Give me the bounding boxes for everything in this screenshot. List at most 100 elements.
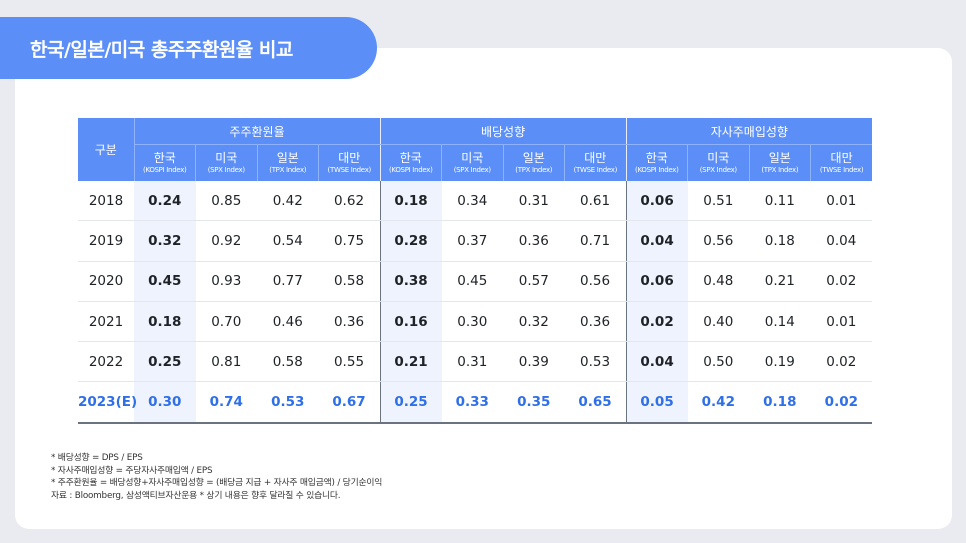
value-cell: 0.57 — [503, 261, 565, 302]
value-cell: 0.77 — [257, 261, 319, 302]
market-index-name: (TPX Index) — [515, 166, 553, 174]
value-cell: 0.93 — [195, 261, 257, 302]
market-header: 미국 (SPX Index) — [195, 144, 258, 181]
value-cell: 0.61 — [564, 181, 627, 222]
value-cell: 0.74 — [195, 381, 257, 424]
value-cell: 0.81 — [195, 341, 257, 383]
value-cell: 0.30 — [441, 301, 504, 343]
value-cell: 0.31 — [441, 341, 504, 383]
value-cell: 0.58 — [257, 341, 319, 383]
year-cell: 2023(E) — [78, 381, 137, 424]
market-header: 일본 (TPX Index) — [503, 144, 566, 181]
market-index-name: (TPX Index) — [269, 166, 307, 174]
value-cell: 0.36 — [318, 301, 381, 343]
value-cell: 0.38 — [380, 261, 442, 302]
market-name: 미국 — [461, 151, 484, 165]
market-name: 대만 — [584, 151, 607, 165]
table-row: 2023(E) 0.30 0.74 0.53 0.67 0.25 0.33 0.35 0.65 0… — [78, 381, 873, 424]
market-index-name: (TWSE Index) — [573, 166, 618, 174]
value-cell: 0.21 — [749, 261, 811, 302]
value-cell: 0.42 — [687, 381, 750, 424]
market-header: 대만 (TWSE Index) — [564, 144, 627, 181]
title-banner: 한국/일본/미국 총주주환원율 비교 — [0, 17, 377, 79]
value-cell: 0.46 — [257, 301, 319, 343]
year-cell: 2019 — [78, 220, 134, 262]
value-cell: 0.18 — [134, 301, 196, 343]
market-index-name: (KOSPI Index) — [635, 166, 679, 174]
value-cell: 0.65 — [564, 381, 627, 424]
value-cell: 0.14 — [749, 301, 811, 343]
value-cell: 0.62 — [318, 181, 381, 222]
value-cell: 0.30 — [134, 381, 196, 424]
value-cell: 0.19 — [749, 341, 811, 383]
value-cell: 0.42 — [257, 181, 319, 222]
value-cell: 0.02 — [626, 301, 688, 343]
value-cell: 0.16 — [380, 301, 442, 343]
market-header: 한국 (KOSPI Index) — [626, 144, 689, 181]
market-header: 일본 (TPX Index) — [749, 144, 812, 181]
market-index-name: (SPX Index) — [699, 166, 737, 174]
market-index-name: (SPX Index) — [207, 166, 245, 174]
value-cell: 0.01 — [810, 181, 873, 222]
value-cell: 0.35 — [503, 381, 565, 424]
value-cell: 0.05 — [626, 381, 688, 424]
market-header-row: 한국 (KOSPI Index) 미국 (SPX Index) 일본 (TPX Index… — [78, 144, 873, 181]
value-cell: 0.36 — [503, 220, 565, 262]
value-cell: 0.70 — [195, 301, 257, 343]
value-cell: 0.02 — [810, 261, 873, 302]
market-name: 한국 — [399, 151, 422, 165]
value-cell: 0.06 — [626, 261, 688, 302]
value-cell: 0.33 — [441, 381, 504, 424]
value-cell: 0.37 — [441, 220, 504, 262]
value-cell: 0.55 — [318, 341, 381, 383]
value-cell: 0.34 — [441, 181, 504, 222]
market-header: 대만 (TWSE Index) — [318, 144, 381, 181]
value-cell: 0.18 — [749, 220, 811, 262]
market-header: 미국 (SPX Index) — [441, 144, 504, 181]
value-cell: 0.71 — [564, 220, 627, 262]
table-row: 2022 0.25 0.81 0.58 0.55 0.21 0.31 0.39 0.53 0.04… — [78, 341, 873, 383]
market-header: 일본 (TPX Index) — [257, 144, 319, 181]
group-header-buyback-ratio: 자사주매입성향 — [626, 118, 873, 145]
value-cell: 0.31 — [503, 181, 565, 222]
value-cell: 0.32 — [503, 301, 565, 343]
table-row: 2020 0.45 0.93 0.77 0.58 0.38 0.45 0.57 0.56 0.06… — [78, 261, 873, 302]
market-name: 한국 — [645, 151, 668, 165]
value-cell: 0.92 — [195, 220, 257, 262]
market-index-name: (TWSE Index) — [327, 166, 372, 174]
market-name: 일본 — [276, 151, 299, 165]
shareholder-return-table: 구분 주주환원율 배당성향 자사주매입성향 한국 (KOSPI Index) 미국(… — [78, 118, 873, 424]
market-index-name: (KOSPI Index) — [142, 166, 187, 174]
footnote: * 주주환원율 = 배당성향+자사주매입성향 = (배당금 지급 + 자사주 매… — [51, 478, 383, 488]
value-cell: 0.36 — [564, 301, 627, 343]
value-cell: 0.18 — [380, 181, 442, 222]
market-index-name: (TPX Index) — [761, 166, 799, 174]
market-header: 한국 (KOSPI Index) — [134, 144, 196, 181]
value-cell: 0.48 — [687, 261, 750, 302]
value-cell: 0.25 — [134, 341, 196, 383]
table-row: 2019 0.32 0.92 0.54 0.75 0.28 0.37 0.36 0.71 0.04… — [78, 220, 873, 262]
market-name: 미국 — [707, 151, 730, 165]
value-cell: 0.04 — [626, 220, 688, 262]
value-cell: 0.18 — [749, 381, 811, 424]
value-cell: 0.02 — [810, 341, 873, 383]
market-header: 대만 (TWSE Index) — [810, 144, 873, 181]
year-cell: 2018 — [78, 181, 134, 222]
table-row: 2018 0.24 0.85 0.42 0.62 0.18 0.34 0.31 0.61 0.06… — [78, 181, 873, 222]
year-cell: 2022 — [78, 341, 134, 383]
value-cell: 0.01 — [810, 301, 873, 343]
value-cell: 0.04 — [810, 220, 873, 262]
value-cell: 0.06 — [626, 181, 688, 222]
value-cell: 0.53 — [564, 341, 627, 383]
value-cell: 0.67 — [318, 381, 381, 424]
source-note: 자료 : Bloomberg, 삼성액티브자산운용 * 상기 내용은 향후 달라… — [51, 490, 341, 501]
value-cell: 0.50 — [687, 341, 750, 383]
value-cell: 0.45 — [441, 261, 504, 302]
group-header-row: 구분 주주환원율 배당성향 자사주매입성향 — [78, 118, 873, 181]
group-header-dividend-payout: 배당성향 — [380, 118, 627, 145]
market-index-name: (KOSPI Index) — [389, 166, 433, 174]
footnote: * 자사주매입성향 = 주당자사주매입액 / EPS — [51, 465, 213, 476]
value-cell: 0.45 — [134, 261, 196, 302]
table-row: 2021 0.18 0.70 0.46 0.36 0.16 0.30 0.32 0.36 0.02… — [78, 301, 873, 343]
market-name: 미국 — [215, 151, 238, 165]
